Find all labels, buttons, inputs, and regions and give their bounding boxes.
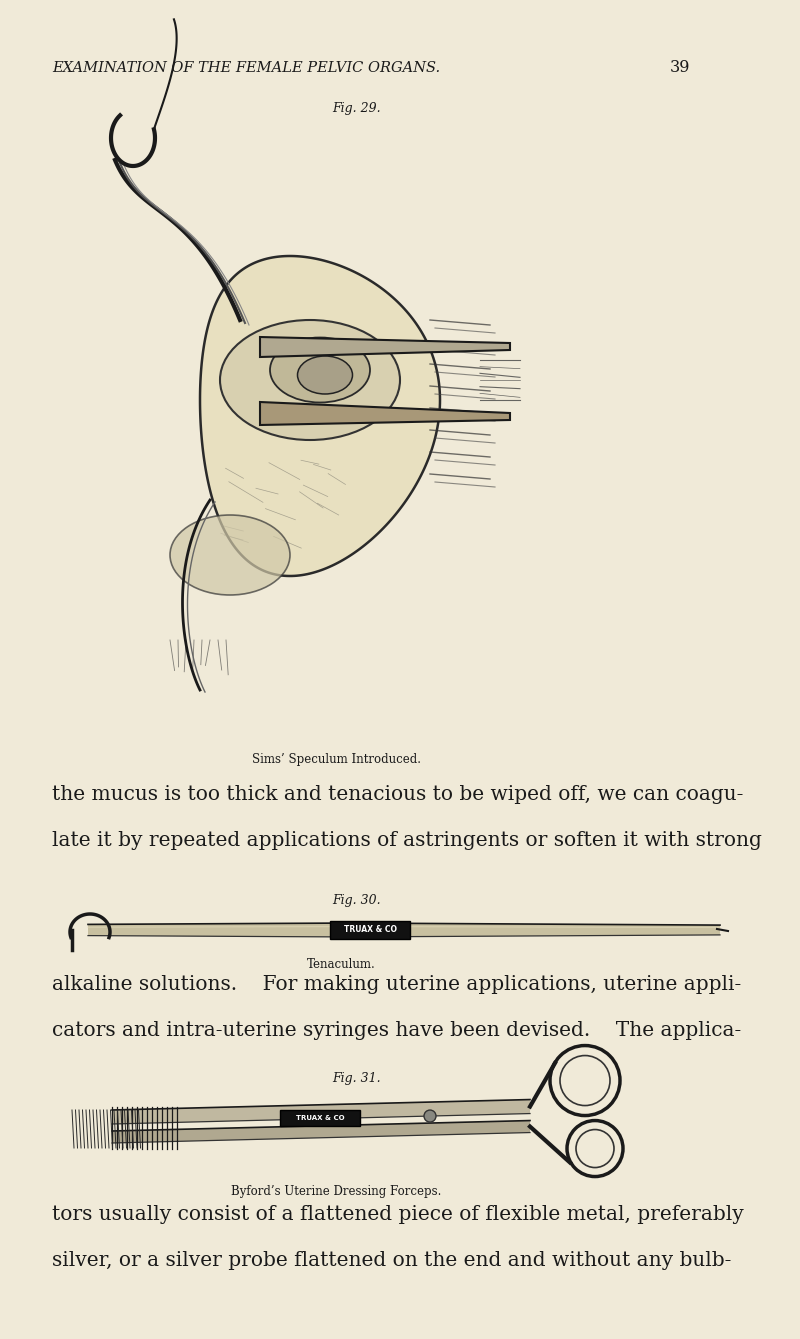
Text: Fig. 30.: Fig. 30.	[332, 894, 380, 907]
Polygon shape	[88, 923, 720, 937]
Ellipse shape	[298, 356, 353, 394]
Text: Byford’s Uterine Dressing Forceps.: Byford’s Uterine Dressing Forceps.	[231, 1185, 441, 1198]
FancyBboxPatch shape	[280, 1110, 360, 1126]
Circle shape	[560, 1055, 610, 1106]
Text: EXAMINATION OF THE FEMALE PELVIC ORGANS.: EXAMINATION OF THE FEMALE PELVIC ORGANS.	[52, 62, 440, 75]
Polygon shape	[260, 337, 510, 358]
Polygon shape	[112, 1099, 530, 1123]
Text: cators and intra-uterine syringes have been devised.    The applica-: cators and intra-uterine syringes have b…	[52, 1022, 742, 1040]
Ellipse shape	[220, 320, 400, 441]
FancyBboxPatch shape	[330, 921, 410, 939]
Polygon shape	[112, 1121, 530, 1144]
Text: TRUAX & CO: TRUAX & CO	[296, 1115, 344, 1121]
Ellipse shape	[170, 516, 290, 595]
Text: alkaline solutions.    For making uterine applications, uterine appli-: alkaline solutions. For making uterine a…	[52, 975, 742, 994]
Text: Tenaculum.: Tenaculum.	[306, 957, 375, 971]
Text: tors usually consist of a flattened piece of flexible metal, preferably: tors usually consist of a flattened piec…	[52, 1205, 744, 1224]
Ellipse shape	[270, 337, 370, 403]
Text: TRUAX & CO: TRUAX & CO	[343, 925, 397, 935]
Text: Fig. 31.: Fig. 31.	[332, 1073, 380, 1085]
Polygon shape	[260, 402, 510, 424]
Text: Fig. 29.: Fig. 29.	[332, 102, 380, 115]
Polygon shape	[200, 256, 440, 576]
Text: Sims’ Speculum Introduced.: Sims’ Speculum Introduced.	[251, 753, 421, 766]
Text: late it by repeated applications of astringents or soften it with strong: late it by repeated applications of astr…	[52, 832, 762, 850]
Text: the mucus is too thick and tenacious to be wiped off, we can coagu-: the mucus is too thick and tenacious to …	[52, 785, 743, 803]
Text: silver, or a silver probe flattened on the end and without any bulb-: silver, or a silver probe flattened on t…	[52, 1251, 731, 1269]
Text: 39: 39	[670, 59, 690, 76]
Circle shape	[576, 1130, 614, 1168]
Circle shape	[424, 1110, 436, 1122]
